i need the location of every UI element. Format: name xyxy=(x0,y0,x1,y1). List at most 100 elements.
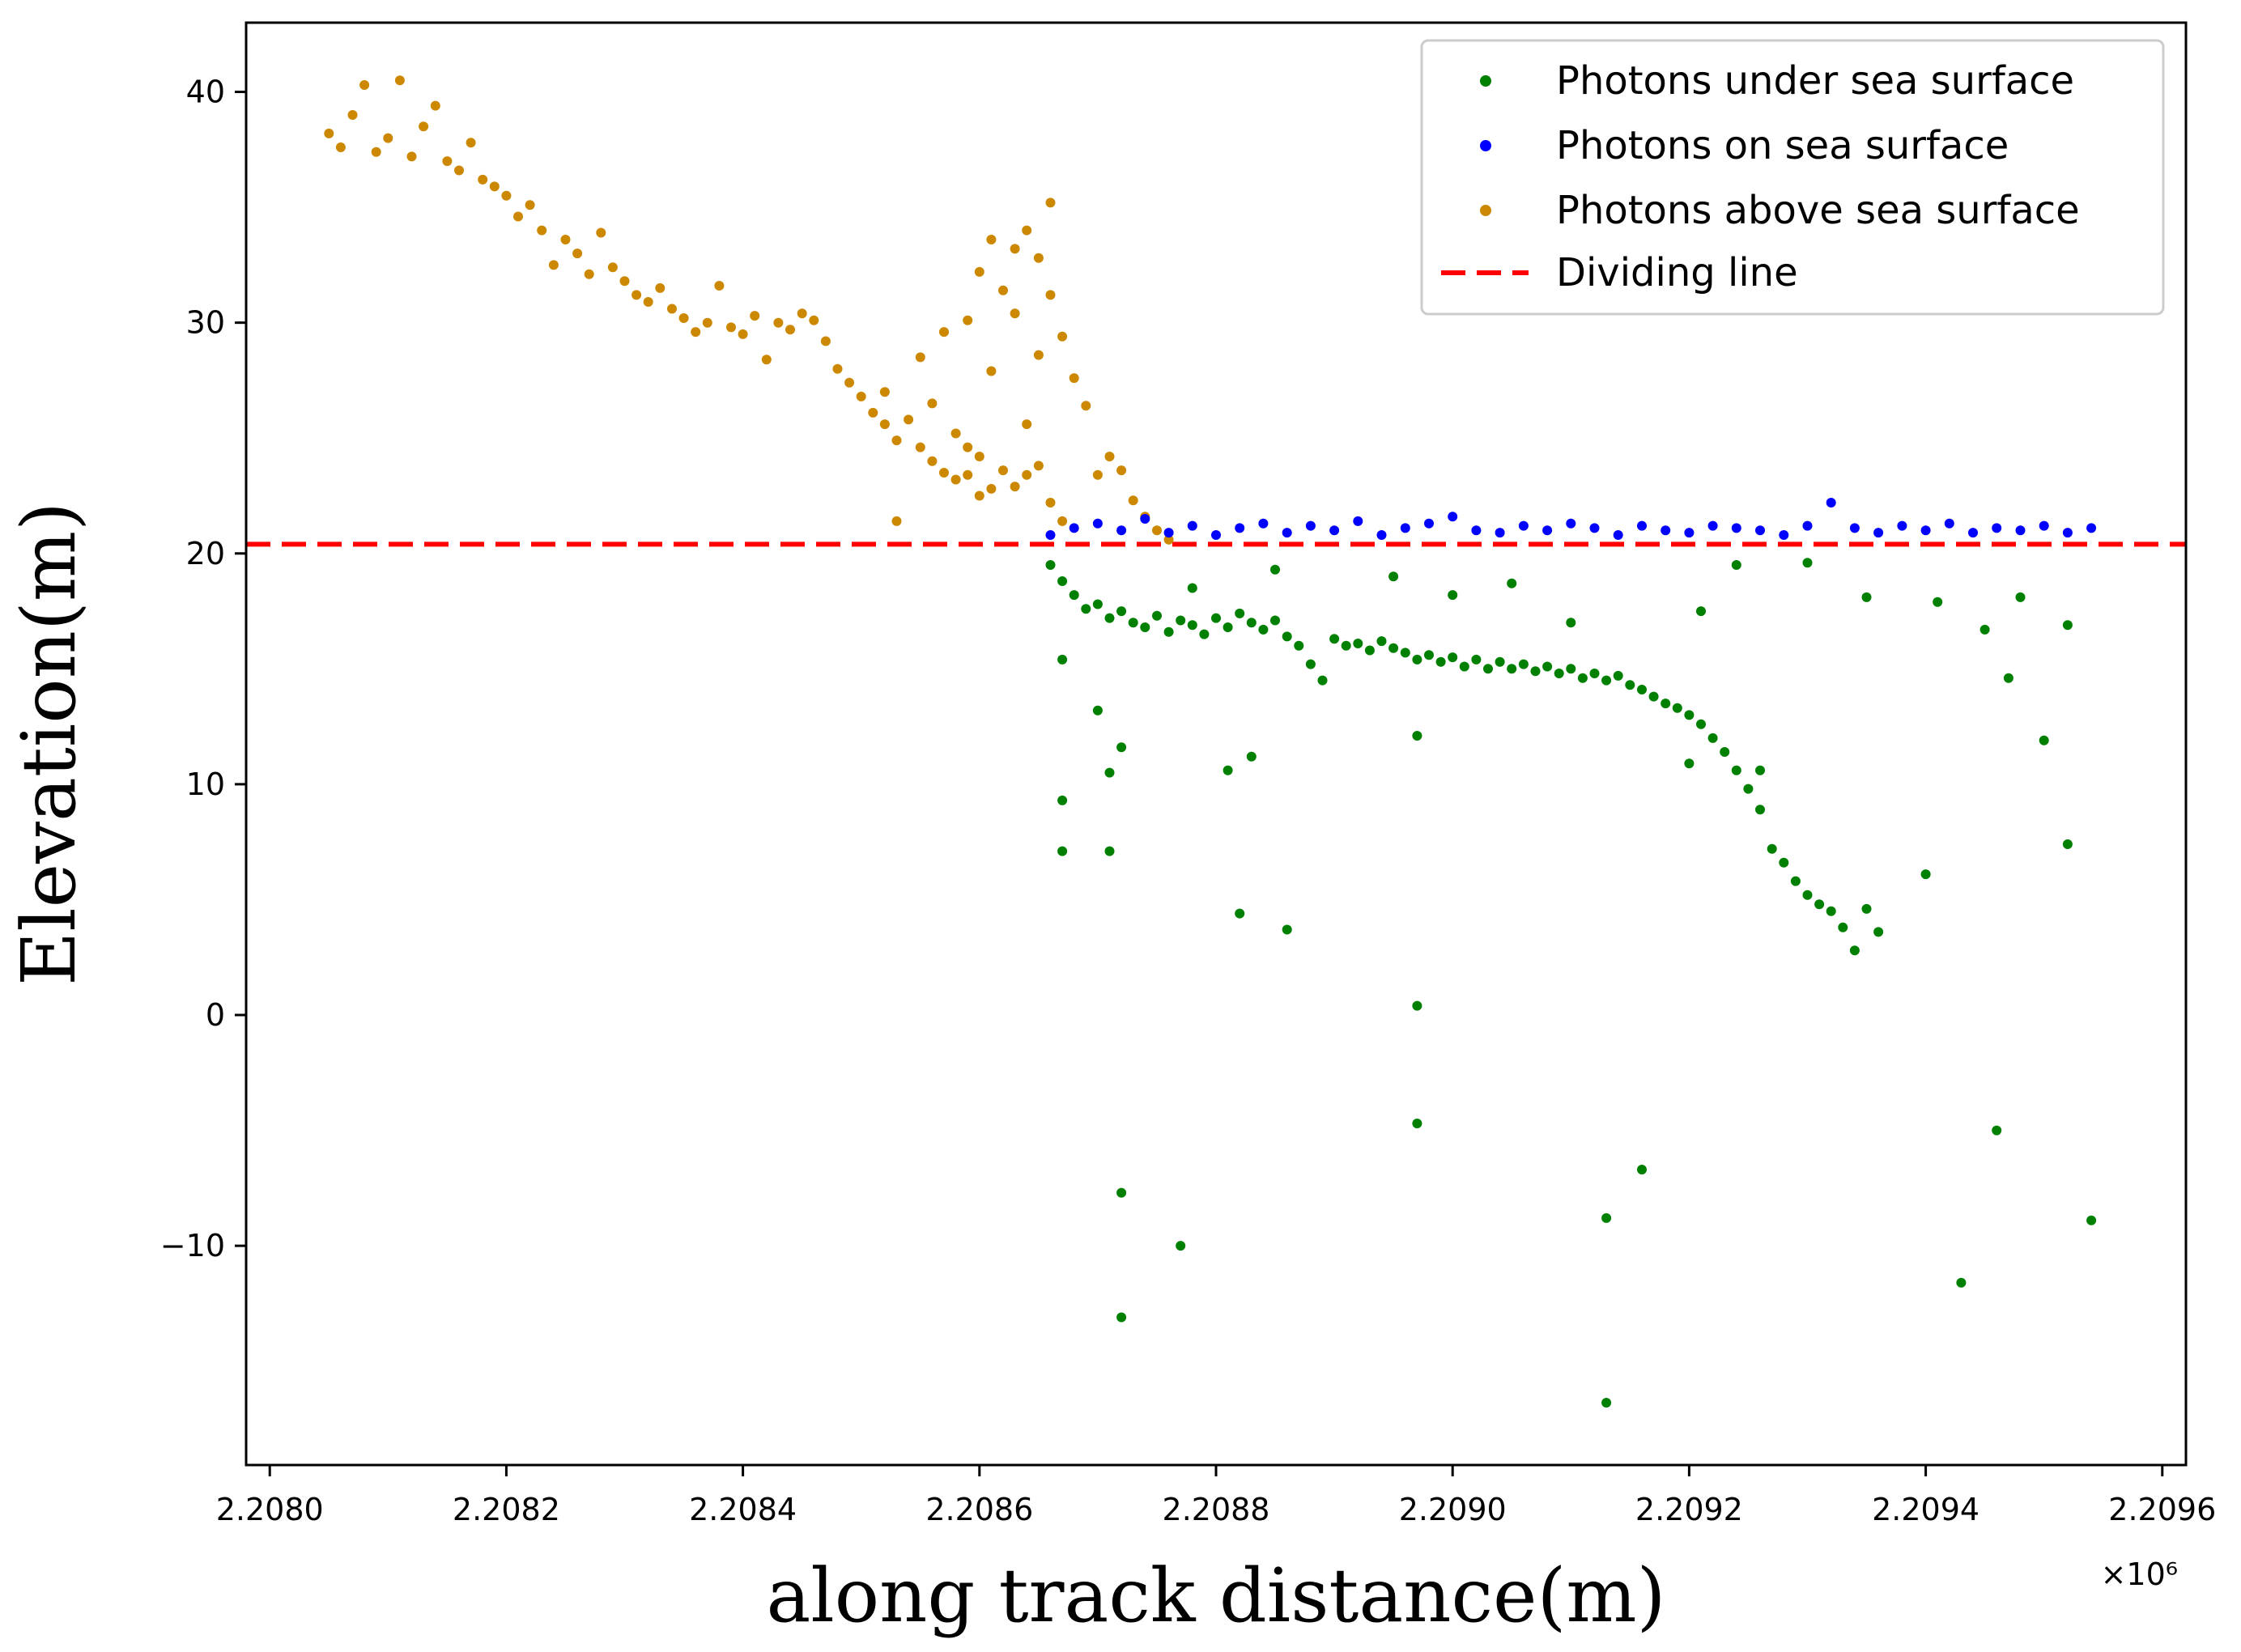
photons-above-sea-surface-point xyxy=(726,322,736,333)
photons-above-sea-surface-point xyxy=(1010,308,1020,319)
photons-under-sea-surface-point xyxy=(1176,1241,1186,1251)
photons-under-sea-surface-point xyxy=(1802,558,1813,568)
photons-above-sea-surface-point xyxy=(419,121,429,132)
photons-under-sea-surface-point xyxy=(1057,846,1068,856)
photons-under-sea-surface-point xyxy=(1223,622,1233,632)
photons-under-sea-surface-point xyxy=(1802,890,1813,900)
photons-on-sea-surface-point xyxy=(1282,528,1292,538)
photons-above-sea-surface-point xyxy=(454,165,464,176)
photons-under-sea-surface-point xyxy=(1507,578,1517,588)
photons-under-sea-surface-point xyxy=(1116,1187,1127,1198)
photons-above-sea-surface-point xyxy=(430,100,440,111)
legend-marker-above xyxy=(1480,205,1491,216)
photons-under-sea-surface-point xyxy=(1282,924,1292,935)
photons-under-sea-surface-point xyxy=(1518,659,1529,669)
photons-above-sea-surface-point xyxy=(1022,469,1032,480)
photons-under-sea-surface-point xyxy=(1471,654,1482,665)
photons-above-sea-surface-point xyxy=(891,435,902,446)
photons-above-sea-surface-point xyxy=(844,377,855,388)
photons-above-sea-surface-point xyxy=(974,452,984,461)
photons-above-sea-surface-point xyxy=(1010,482,1020,492)
photons-under-sea-surface-point xyxy=(1317,675,1328,686)
y-tick-label: 40 xyxy=(186,74,225,110)
photons-on-sea-surface-point xyxy=(1045,530,1056,540)
photons-above-sea-surface-point xyxy=(1033,461,1044,471)
photons-under-sea-surface-point xyxy=(1483,664,1493,674)
photons-under-sea-surface-point xyxy=(1790,876,1801,886)
photons-above-sea-surface-point xyxy=(607,262,618,273)
photons-under-sea-surface-point xyxy=(1613,670,1623,681)
photons-on-sea-surface-point xyxy=(1613,530,1623,540)
photons-under-sea-surface-point xyxy=(1092,599,1103,609)
x-axis-offset-label: ×10⁶ xyxy=(2101,1556,2178,1592)
photons-above-sea-surface-point xyxy=(998,465,1008,476)
photons-above-sea-surface-point xyxy=(691,327,701,338)
legend-label-above: Photons above sea surface xyxy=(1556,188,2080,233)
photons-above-sea-surface-point xyxy=(324,128,334,138)
photons-above-sea-surface-point xyxy=(371,147,381,157)
photons-above-sea-surface-point xyxy=(986,366,997,376)
x-tick-label: 2.2084 xyxy=(689,1492,797,1527)
photons-on-sea-surface-point xyxy=(1731,523,1741,533)
photons-above-sea-surface-point xyxy=(915,442,925,452)
photons-under-sea-surface-point xyxy=(1412,1119,1422,1128)
photons-on-sea-surface-point xyxy=(1589,523,1600,533)
photons-under-sea-surface-point xyxy=(1956,1277,1967,1288)
photons-under-sea-surface-point xyxy=(1530,666,1541,677)
photons-under-sea-surface-point xyxy=(2086,1215,2097,1225)
photons-under-sea-surface-point xyxy=(1992,1125,2002,1136)
photons-above-sea-surface-point xyxy=(1081,401,1091,411)
photons-above-sea-surface-point xyxy=(678,313,689,323)
photons-under-sea-surface-point xyxy=(1448,590,1458,601)
photons-under-sea-surface-point xyxy=(2062,839,2073,849)
photons-above-sea-surface-point xyxy=(335,142,346,152)
photons-above-sea-surface-point xyxy=(750,311,760,321)
photons-under-sea-surface-point xyxy=(1743,784,1754,794)
photons-above-sea-surface-point xyxy=(643,297,653,307)
photons-under-sea-surface-point xyxy=(1057,576,1068,586)
photons-under-sea-surface-point xyxy=(1979,624,1990,635)
photons-on-sea-surface-point xyxy=(1187,520,1197,531)
photons-under-sea-surface-point xyxy=(1069,590,1079,601)
photons-under-sea-surface-point xyxy=(1412,654,1422,665)
photons-under-sea-surface-point xyxy=(1294,640,1304,651)
y-axis-title: Elevation(m) xyxy=(6,502,92,986)
photons-under-sea-surface-point xyxy=(1684,710,1695,720)
legend-label-under: Photons under sea surface xyxy=(1556,58,2074,104)
y-tick-label: 20 xyxy=(186,536,225,571)
photons-under-sea-surface-point xyxy=(1720,747,1730,757)
photons-above-sea-surface-point xyxy=(560,235,571,244)
photons-under-sea-surface-point xyxy=(2039,735,2049,745)
photons-under-sea-surface-point xyxy=(1873,927,1884,937)
photons-on-sea-surface-point xyxy=(1305,520,1316,531)
photons-above-sea-surface-point xyxy=(797,308,807,319)
photons-above-sea-surface-point xyxy=(631,290,642,300)
photons-under-sea-surface-point xyxy=(1412,731,1422,741)
photons-under-sea-surface-point xyxy=(1176,615,1186,626)
photons-above-sea-surface-point xyxy=(1010,244,1020,254)
photons-above-sea-surface-point xyxy=(1163,534,1174,545)
photons-on-sea-surface-point xyxy=(1329,525,1340,536)
photons-on-sea-surface-point xyxy=(1637,520,1647,531)
photons-above-sea-surface-point xyxy=(879,419,890,430)
photons-under-sea-surface-point xyxy=(1495,656,1505,667)
photons-under-sea-surface-point xyxy=(1187,620,1197,631)
photons-on-sea-surface-point xyxy=(2039,520,2049,531)
photons-above-sea-surface-point xyxy=(891,516,902,526)
photons-under-sea-surface-point xyxy=(1767,843,1777,854)
photons-above-sea-surface-point xyxy=(501,190,512,201)
photons-under-sea-surface-point xyxy=(1861,903,1872,914)
photons-above-sea-surface-point xyxy=(904,414,914,425)
photons-under-sea-surface-point xyxy=(1163,626,1174,637)
photons-on-sea-surface-point xyxy=(1163,528,1174,538)
photons-under-sea-surface-point xyxy=(1104,613,1115,623)
photons-above-sea-surface-point xyxy=(525,200,535,210)
photons-on-sea-surface-point xyxy=(1258,518,1269,529)
photons-under-sea-surface-point xyxy=(1696,719,1706,729)
photons-above-sea-surface-point xyxy=(1045,290,1056,300)
photons-under-sea-surface-point xyxy=(1648,691,1659,702)
photons-above-sea-surface-point xyxy=(548,260,559,270)
photons-under-sea-surface-point xyxy=(1920,869,1931,880)
photons-under-sea-surface-point xyxy=(1235,908,1245,919)
photons-above-sea-surface-point xyxy=(383,133,393,143)
